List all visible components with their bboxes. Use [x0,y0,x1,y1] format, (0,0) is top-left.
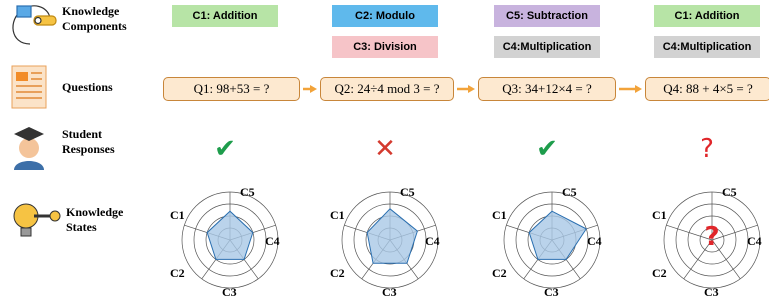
kc-icon [13,6,56,44]
radar-label: C3 [222,285,237,300]
component-tag: C4:Multiplication [654,36,760,58]
arrow-head [635,85,642,93]
radar-label: C2 [330,266,345,281]
radar-label: C5 [722,185,737,200]
radar-label: C1 [652,208,667,223]
response: ? [687,134,727,164]
row-label: Knowledge States [66,205,156,235]
radar-label: C5 [562,185,577,200]
question-box: Q1: 98+53 = ? [163,77,300,101]
response: ✔ [205,134,245,164]
radar-label: C3 [704,285,719,300]
row-label: Knowledge Components [62,4,152,34]
component-tag: C5: Subtraction [494,5,600,27]
question-box: Q2: 24÷4 mod 3 = ? [320,77,454,101]
radar-label: C2 [652,266,667,281]
question-icon [12,66,46,108]
row-label: Questions [62,80,152,95]
component-tag: C1: Addition [172,5,278,27]
response: ✕ [365,134,405,164]
radar-label: C4 [265,234,280,249]
radar-label: C1 [170,208,185,223]
page: (() => { const data = JSON.parse(documen… [0,0,769,296]
question-box: Q3: 34+12×4 = ? [478,77,616,101]
radar-label: C4 [425,234,440,249]
radar-label: C3 [544,285,559,300]
radar-label: C4 [587,234,602,249]
component-tag: C1: Addition [654,5,760,27]
arrow-head [468,85,475,93]
row-label: Student Responses [62,127,152,157]
radar-label: C2 [170,266,185,281]
radar-label: C5 [400,185,415,200]
radar-label: C5 [240,185,255,200]
knowledge-icon [14,204,60,236]
arrow-head [310,85,317,93]
radar-area [207,211,253,259]
radar-label: C3 [382,285,397,300]
component-tag: C3: Division [332,36,438,58]
component-tag: C4:Multiplication [494,36,600,58]
radar-label: C1 [492,208,507,223]
unknown-state: ? [692,222,732,252]
radar-area [529,211,586,259]
response: ✔ [527,134,567,164]
question-box: Q4: 88 + 4×5 = ? [645,77,769,101]
component-tag: C2: Modulo [332,5,438,27]
radar-label: C2 [492,266,507,281]
student-icon [14,127,44,170]
radar-area [367,209,417,263]
radar-label: C4 [747,234,762,249]
radar-label: C1 [330,208,345,223]
